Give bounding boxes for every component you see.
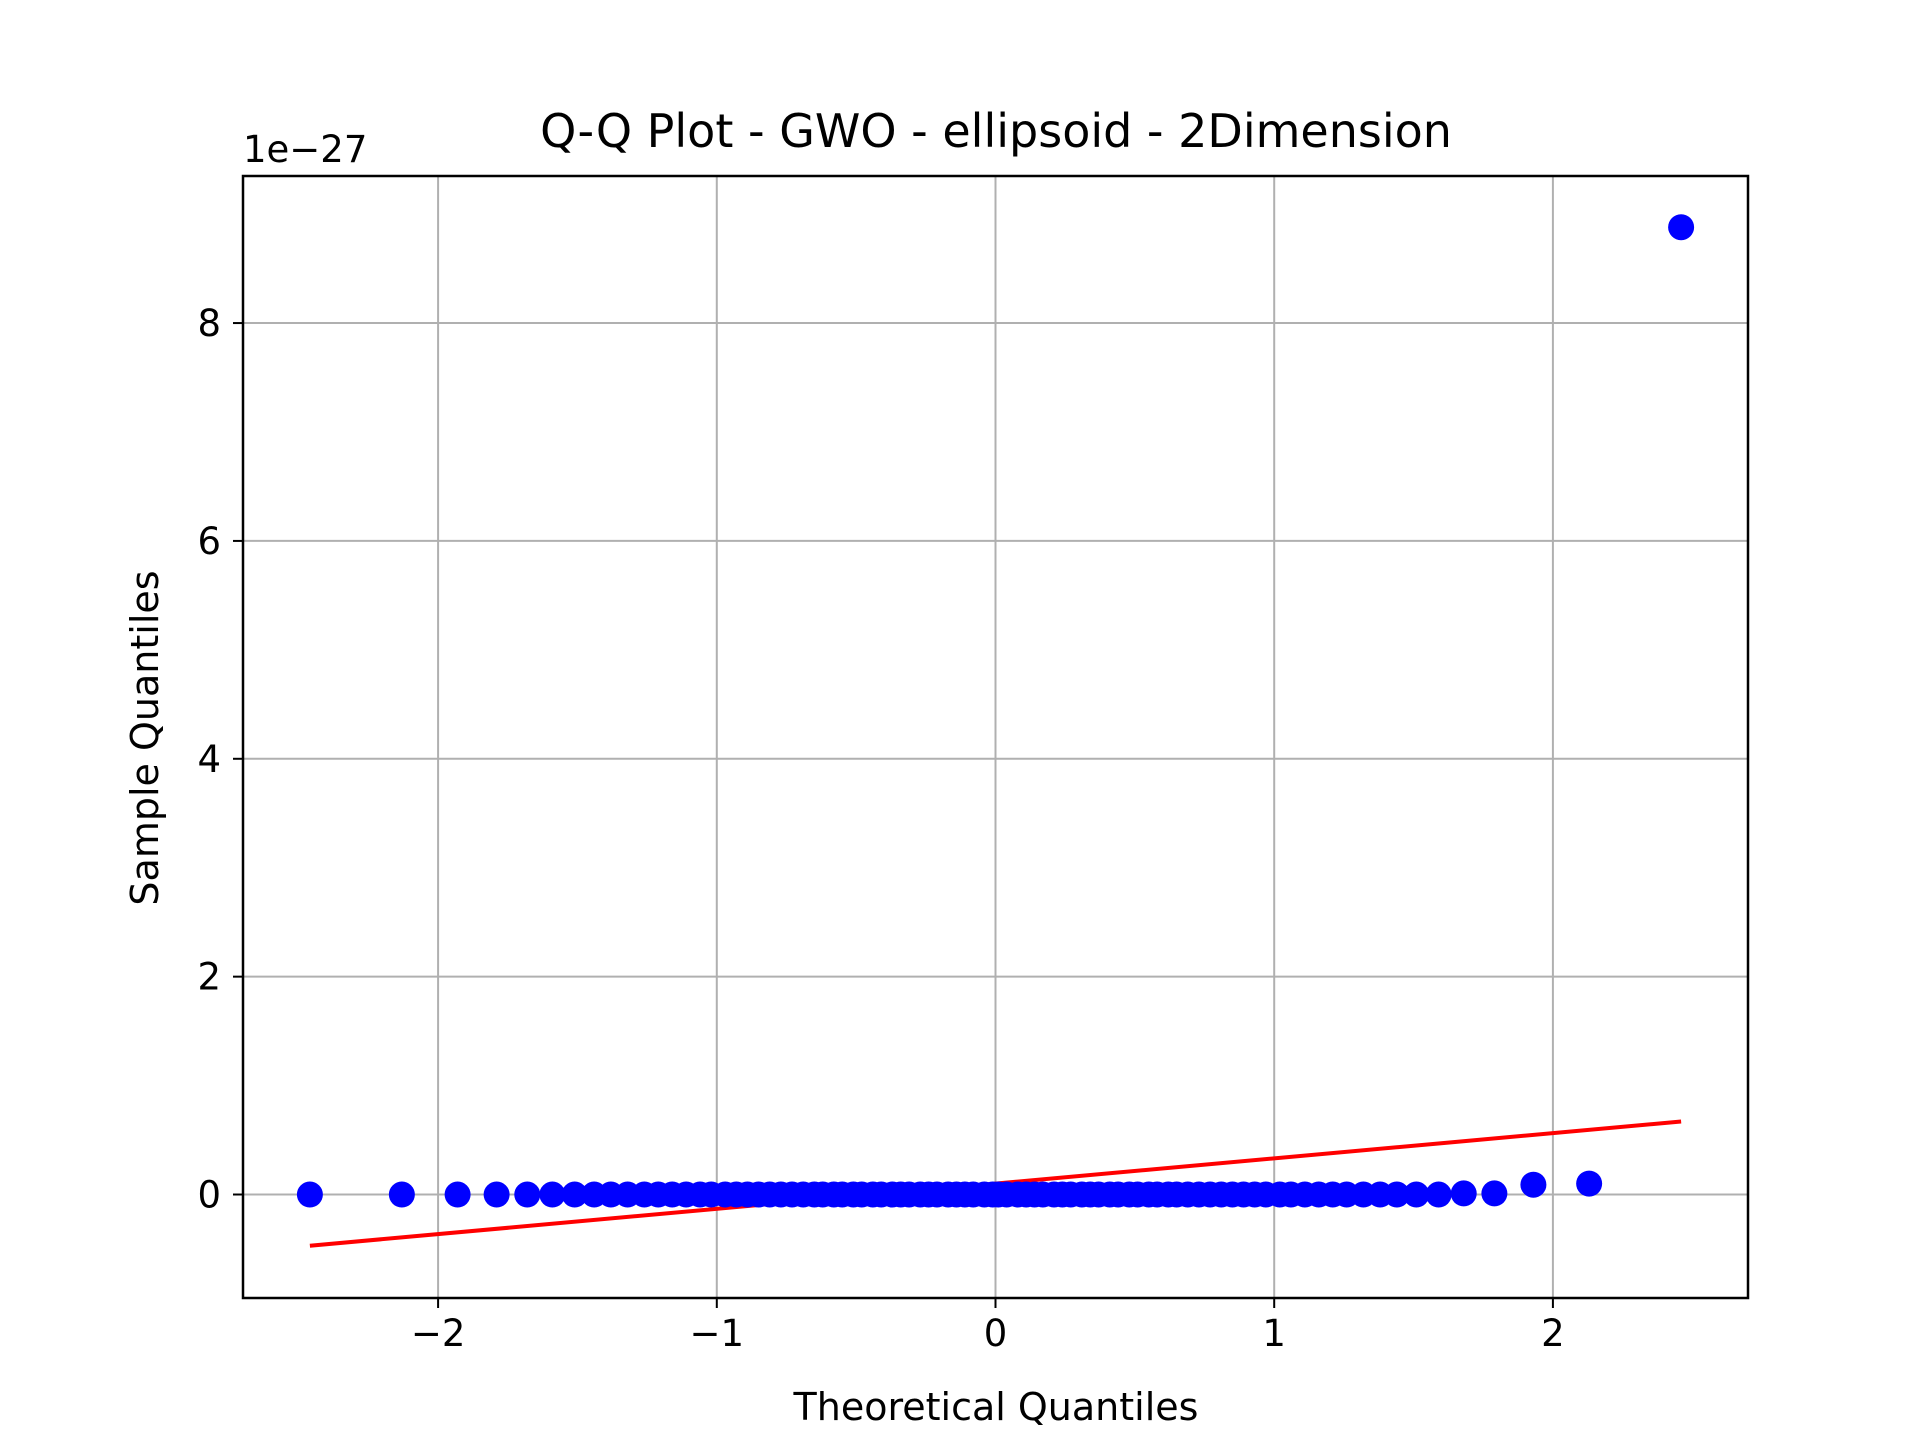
- sample-point: [296, 1181, 323, 1208]
- sample-point: [1668, 214, 1695, 241]
- sample-point: [1576, 1170, 1603, 1197]
- x-tick-label: −1: [690, 1312, 745, 1355]
- y-tick-label: 8: [197, 302, 221, 345]
- y-axis-title: Sample Quantiles: [123, 570, 167, 905]
- x-tick-label: 2: [1541, 1312, 1565, 1355]
- y-axis-ticks: 0 2 4 6 8: [197, 302, 243, 1217]
- x-axis-title: Theoretical Quantiles: [793, 1385, 1199, 1429]
- y-tick-label: 0: [197, 1174, 221, 1217]
- sample-point: [444, 1181, 471, 1208]
- x-axis-ticks: −2 −1 0 1 2: [411, 1298, 1565, 1355]
- sample-point: [1425, 1181, 1452, 1208]
- sample-point: [483, 1181, 510, 1208]
- sample-point: [561, 1181, 588, 1208]
- sample-point: [388, 1181, 415, 1208]
- sample-point: [1481, 1180, 1508, 1207]
- x-tick-label: 0: [984, 1312, 1008, 1355]
- sample-point: [1403, 1181, 1430, 1208]
- y-tick-label: 6: [197, 520, 221, 563]
- x-tick-label: −2: [411, 1312, 466, 1355]
- chart-title: Q-Q Plot - GWO - ellipsoid - 2Dimension: [540, 104, 1452, 158]
- y-tick-label: 4: [197, 738, 221, 781]
- sample-points-layer: [296, 214, 1695, 1208]
- y-tick-label: 2: [197, 956, 221, 999]
- y-axis-offset-label: 1e−27: [243, 128, 367, 171]
- sample-point: [1383, 1181, 1410, 1208]
- sample-point: [1450, 1180, 1477, 1207]
- x-tick-label: 1: [1262, 1312, 1286, 1355]
- sample-point: [1520, 1171, 1547, 1198]
- sample-point: [539, 1181, 566, 1208]
- sample-point: [514, 1181, 541, 1208]
